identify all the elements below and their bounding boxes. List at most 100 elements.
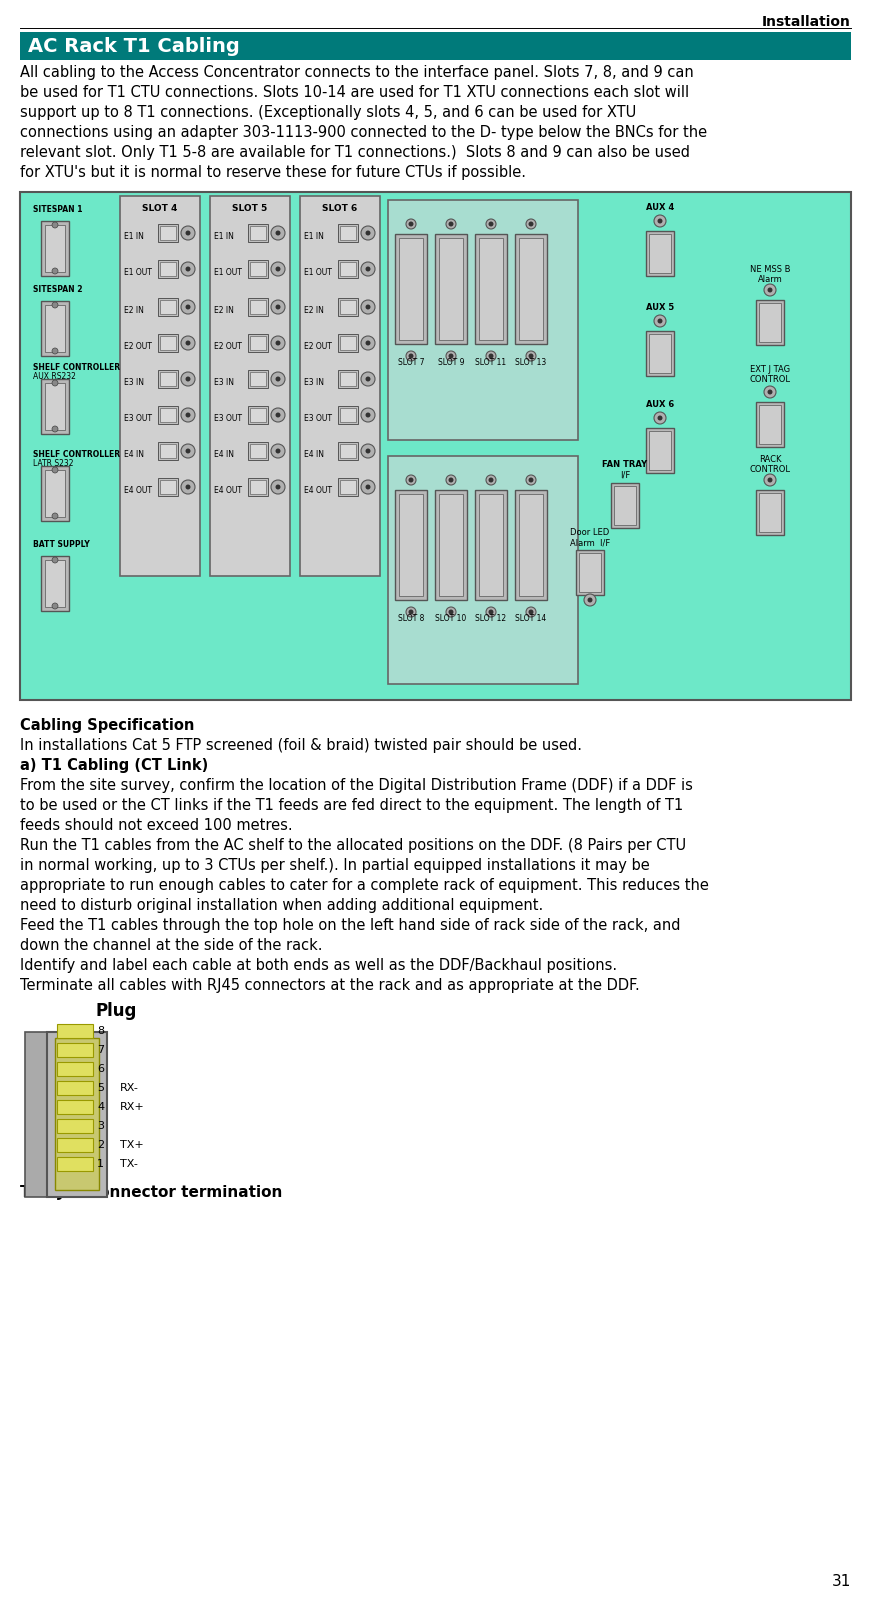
Text: 8: 8	[97, 1027, 105, 1036]
Circle shape	[446, 608, 456, 617]
Text: E4 OUT: E4 OUT	[214, 486, 242, 496]
Text: AC Rack T1 Cabling: AC Rack T1 Cabling	[28, 37, 240, 56]
Bar	[45, 470, 65, 516]
Bar	[160, 408, 176, 422]
Text: SLOT 8: SLOT 8	[398, 614, 424, 624]
Circle shape	[526, 475, 536, 484]
Circle shape	[52, 381, 58, 385]
Bar	[250, 445, 266, 457]
Bar	[250, 480, 266, 494]
Text: SLOT 12: SLOT 12	[476, 614, 507, 624]
Text: In installations Cat 5 FTP screened (foil & braid) twisted pair should be used.: In installations Cat 5 FTP screened (foi…	[20, 739, 582, 753]
Text: connections using an adapter 303-1113-900 connected to the D- type below the BNC: connections using an adapter 303-1113-90…	[20, 125, 707, 141]
Circle shape	[654, 413, 666, 424]
Text: SLOT 11: SLOT 11	[476, 358, 507, 368]
Bar	[399, 494, 423, 596]
Circle shape	[271, 225, 285, 240]
Circle shape	[408, 353, 414, 358]
Text: E3 IN: E3 IN	[304, 377, 324, 387]
Text: 6: 6	[97, 1063, 104, 1075]
Bar	[248, 261, 268, 278]
Bar	[248, 224, 268, 241]
Bar	[576, 550, 604, 595]
Bar	[399, 238, 423, 341]
Text: a) T1 Cabling (CT Link): a) T1 Cabling (CT Link)	[20, 758, 208, 772]
Text: AUX 5: AUX 5	[646, 302, 674, 312]
Circle shape	[489, 609, 494, 614]
Circle shape	[181, 373, 195, 385]
Circle shape	[186, 376, 191, 382]
Bar	[25, 1031, 47, 1198]
Bar	[20, 192, 851, 700]
Circle shape	[764, 385, 776, 398]
Bar	[479, 238, 503, 341]
Text: down the channel at the side of the rack.: down the channel at the side of the rack…	[20, 939, 322, 953]
Circle shape	[408, 478, 414, 483]
Text: E1 OUT: E1 OUT	[304, 269, 332, 277]
Bar	[41, 301, 69, 357]
Bar	[435, 489, 467, 600]
Text: to be used or the CT links if the T1 feeds are fed direct to the equipment. The : to be used or the CT links if the T1 fee…	[20, 798, 683, 812]
Bar	[340, 336, 356, 350]
Text: RACK: RACK	[759, 456, 781, 464]
Circle shape	[366, 304, 370, 310]
Circle shape	[52, 425, 58, 432]
Circle shape	[52, 467, 58, 473]
Text: I/F: I/F	[620, 472, 630, 480]
Circle shape	[449, 609, 454, 614]
Text: SHELF CONTROLLER: SHELF CONTROLLER	[33, 363, 120, 373]
Text: SITESPAN 1: SITESPAN 1	[33, 205, 83, 214]
Bar	[20, 32, 851, 61]
Text: E1 OUT: E1 OUT	[124, 269, 152, 277]
Text: SLOT 5: SLOT 5	[233, 205, 267, 213]
Text: Installation: Installation	[762, 14, 851, 29]
Bar	[57, 1043, 93, 1057]
Text: NE MSS B: NE MSS B	[750, 265, 790, 273]
Circle shape	[654, 315, 666, 328]
Bar	[646, 230, 674, 277]
Text: E2 OUT: E2 OUT	[124, 342, 152, 352]
Bar	[759, 405, 781, 445]
Circle shape	[186, 230, 191, 235]
Circle shape	[186, 341, 191, 345]
Text: feeds should not exceed 100 metres.: feeds should not exceed 100 metres.	[20, 819, 293, 833]
Text: E4 IN: E4 IN	[214, 449, 234, 459]
Text: SITESPAN 2: SITESPAN 2	[33, 285, 83, 294]
Circle shape	[52, 513, 58, 520]
Circle shape	[275, 230, 280, 235]
Text: for XTU's but it is normal to reserve these for future CTUs if possible.: for XTU's but it is normal to reserve th…	[20, 165, 526, 181]
Circle shape	[446, 352, 456, 361]
Text: Cabling Specification: Cabling Specification	[20, 718, 194, 732]
Text: CONTROL: CONTROL	[750, 376, 791, 384]
Circle shape	[449, 478, 454, 483]
Bar	[756, 401, 784, 448]
Text: 3: 3	[97, 1121, 104, 1130]
Text: SLOT 10: SLOT 10	[436, 614, 467, 624]
Text: AUX 4: AUX 4	[646, 203, 674, 213]
Text: E3 OUT: E3 OUT	[124, 414, 152, 424]
Text: RX+: RX+	[120, 1102, 145, 1111]
Bar	[646, 429, 674, 473]
Circle shape	[361, 373, 375, 385]
Text: 2: 2	[97, 1140, 105, 1150]
Bar	[248, 297, 268, 317]
Bar	[158, 478, 178, 496]
Circle shape	[181, 480, 195, 494]
Text: E1 IN: E1 IN	[214, 232, 234, 241]
Bar	[759, 302, 781, 342]
Bar	[45, 225, 65, 272]
Bar	[340, 301, 356, 313]
Text: SLOT 7: SLOT 7	[398, 358, 424, 368]
Circle shape	[529, 353, 534, 358]
Circle shape	[271, 336, 285, 350]
Circle shape	[275, 413, 280, 417]
Bar	[57, 1100, 93, 1115]
Text: support up to 8 T1 connections. (Exceptionally slots 4, 5, and 6 can be used for: support up to 8 T1 connections. (Excepti…	[20, 106, 636, 120]
Bar	[649, 334, 671, 373]
Circle shape	[186, 484, 191, 489]
Text: E1 IN: E1 IN	[304, 232, 324, 241]
Circle shape	[181, 262, 195, 277]
Bar	[160, 225, 176, 240]
Circle shape	[764, 473, 776, 486]
Bar	[248, 478, 268, 496]
